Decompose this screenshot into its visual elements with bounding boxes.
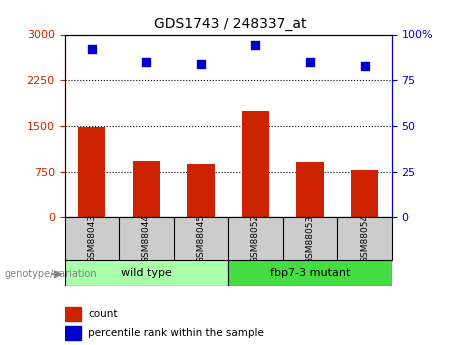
- Bar: [65, 326, 82, 339]
- Point: [88, 46, 95, 52]
- Text: GSM88044: GSM88044: [142, 214, 151, 264]
- Bar: [65, 260, 228, 286]
- Text: percentile rank within the sample: percentile rank within the sample: [88, 328, 264, 338]
- Point: [306, 59, 313, 65]
- Text: GSM88043: GSM88043: [87, 214, 96, 264]
- Text: GSM88053: GSM88053: [306, 214, 314, 264]
- Point: [252, 43, 259, 48]
- Text: fbp7-3 mutant: fbp7-3 mutant: [270, 268, 350, 278]
- Bar: [228, 260, 392, 286]
- Bar: [296, 162, 324, 217]
- Bar: [65, 307, 82, 321]
- Bar: [187, 164, 214, 217]
- Text: GSM88054: GSM88054: [360, 214, 369, 264]
- Text: GDS1743 / 248337_at: GDS1743 / 248337_at: [154, 17, 307, 31]
- Point: [361, 63, 368, 68]
- Bar: [133, 161, 160, 217]
- Text: GSM88052: GSM88052: [251, 214, 260, 264]
- Bar: [351, 170, 378, 217]
- Text: GSM88045: GSM88045: [196, 214, 206, 264]
- Text: genotype/variation: genotype/variation: [5, 269, 97, 279]
- Bar: [78, 127, 106, 217]
- Text: wild type: wild type: [121, 268, 172, 278]
- Bar: [242, 111, 269, 217]
- Text: count: count: [88, 309, 118, 319]
- Point: [197, 61, 205, 67]
- Point: [142, 59, 150, 65]
